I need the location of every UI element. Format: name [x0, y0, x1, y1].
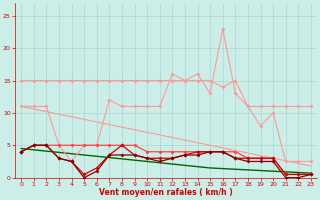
X-axis label: Vent moyen/en rafales ( km/h ): Vent moyen/en rafales ( km/h ) [99, 188, 233, 197]
